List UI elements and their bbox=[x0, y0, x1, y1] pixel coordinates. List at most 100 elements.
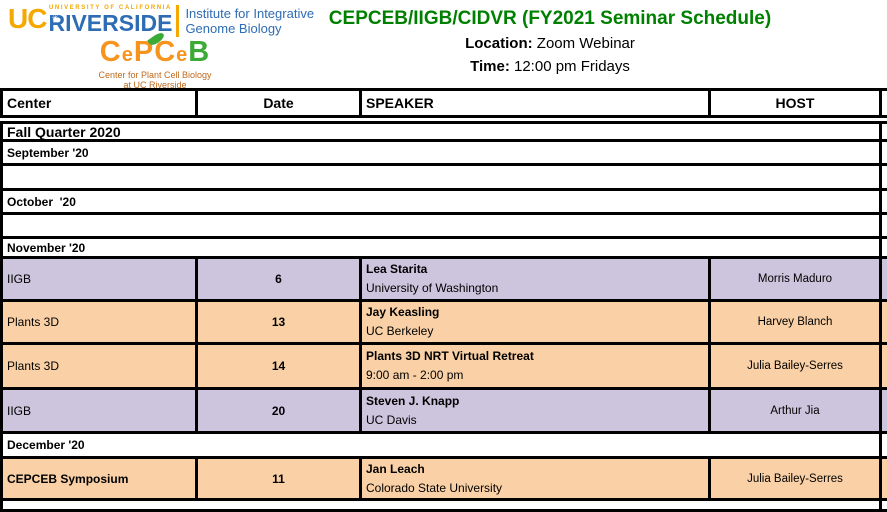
row-right-filler bbox=[882, 259, 887, 299]
host-cell: Morris Maduro bbox=[711, 259, 882, 299]
speaker-affiliation: UC Berkeley bbox=[366, 324, 434, 338]
event-row: IIGB 6 Lea Starita University of Washington… bbox=[0, 256, 887, 302]
event-row: CEPCEB Symposium 11 Jan Leach Colorado Stat… bbox=[0, 456, 887, 501]
cepceb-letters: CePCeB bbox=[60, 36, 250, 70]
month-label: November '20 bbox=[3, 239, 882, 256]
speaker-affiliation: 9:00 am - 2:00 pm bbox=[366, 368, 464, 382]
month-header-row: December '20 bbox=[0, 431, 887, 459]
location-label: Location: bbox=[465, 35, 533, 52]
center-cell: Plants 3D bbox=[3, 302, 198, 342]
row-right-filler bbox=[882, 345, 887, 387]
month-header-row: November '20 bbox=[0, 236, 887, 259]
ucr-uc-text: UC bbox=[8, 3, 47, 34]
institute-line2: Genome Biology bbox=[185, 21, 282, 36]
cepceb-letter: C bbox=[99, 36, 122, 68]
institute-name: Institute for Integrative Genome Biology bbox=[185, 5, 314, 36]
speaker-cell: Plants 3D NRT Virtual Retreat 9:00 am - 2… bbox=[362, 345, 711, 387]
speaker-affiliation: University of Washington bbox=[366, 281, 499, 295]
time-line: Time: 12:00 pm Fridays bbox=[230, 55, 870, 78]
time-label: Time: bbox=[470, 58, 510, 75]
speaker-name: Jan Leach bbox=[366, 461, 425, 476]
location-value: Zoom Webinar bbox=[536, 35, 635, 52]
speaker-affiliation: UC Davis bbox=[366, 412, 417, 427]
empty-row bbox=[0, 163, 887, 191]
row-right-filler bbox=[882, 434, 887, 456]
speaker-name: Plants 3D NRT Virtual Retreat bbox=[366, 349, 534, 363]
schedule-table: Center Date SPEAKER HOST Fall Quarter 20… bbox=[0, 88, 887, 512]
month-header-row: September '20 bbox=[0, 139, 887, 166]
cepceb-letter: P bbox=[133, 36, 155, 68]
brand-block: UC UNIVERSITY OF CALIFORNIA RIVERSIDE ✳ … bbox=[8, 5, 314, 91]
page-title: CEPCEB/IIGB/CIDVR (FY2021 Seminar Schedu… bbox=[328, 8, 772, 29]
quarter-label: Fall Quarter 2020 bbox=[3, 124, 882, 140]
month-label: December '20 bbox=[3, 434, 882, 456]
quarter-header-row: Fall Quarter 2020 bbox=[0, 121, 887, 142]
page-header: UC UNIVERSITY OF CALIFORNIA RIVERSIDE ✳ … bbox=[0, 0, 887, 91]
institute-line1: Institute for Integrative bbox=[185, 6, 315, 21]
speaker-name: Lea Starita bbox=[366, 262, 428, 276]
row-right-filler bbox=[882, 191, 887, 212]
date-cell: 13 bbox=[198, 302, 362, 342]
cepceb-subtitle-line2: at UC Riverside bbox=[123, 80, 187, 90]
speaker-affiliation: Colorado State University bbox=[366, 480, 503, 495]
empty-cell bbox=[3, 215, 882, 236]
host-cell: Arthur Jia bbox=[711, 390, 882, 431]
cepceb-letter: e bbox=[176, 44, 189, 66]
month-label: September '20 bbox=[3, 142, 882, 163]
ucr-logo: UC UNIVERSITY OF CALIFORNIA RIVERSIDE ✳ … bbox=[8, 5, 314, 37]
host-cell: Julia Bailey-Serres bbox=[711, 345, 882, 387]
cepceb-subtitle-line1: Center for Plant Cell Biology bbox=[98, 70, 212, 80]
row-right-filler bbox=[882, 166, 887, 188]
row-right-filler bbox=[882, 390, 887, 431]
row-right-filler bbox=[882, 239, 887, 256]
row-right-filler bbox=[882, 501, 887, 509]
speaker-name: Steven J. Knapp bbox=[366, 393, 460, 408]
date-cell: 14 bbox=[198, 345, 362, 387]
university-of-california-text: UNIVERSITY OF CALIFORNIA bbox=[48, 5, 172, 11]
empty-row bbox=[0, 212, 887, 239]
empty-cell bbox=[3, 166, 882, 188]
center-cell: IIGB bbox=[3, 390, 198, 431]
cepceb-logo: CePCeB Center for Plant Cell Biology at … bbox=[60, 30, 250, 90]
center-cell: CEPCEB Symposium bbox=[3, 459, 198, 498]
date-cell: 6 bbox=[198, 259, 362, 299]
table-body: September '20 October '20 November '20 IIGB… bbox=[0, 139, 887, 512]
host-cell: Julia Bailey-Serres bbox=[711, 459, 882, 498]
center-cell: Plants 3D bbox=[3, 345, 198, 387]
column-header-speaker: SPEAKER bbox=[362, 91, 711, 115]
row-right-filler bbox=[882, 124, 887, 139]
event-row: Plants 3D 14 Plants 3D NRT Virtual Retreat… bbox=[0, 342, 887, 390]
month-label: October '20 bbox=[3, 191, 882, 212]
title-block: CEPCEB/IIGB/CIDVR (FY2021 Seminar Schedu… bbox=[230, 6, 870, 78]
time-value: 12:00 pm Fridays bbox=[514, 58, 630, 75]
row-right-filler bbox=[882, 91, 887, 115]
date-cell: 11 bbox=[198, 459, 362, 498]
location-line: Location: Zoom Webinar bbox=[230, 32, 870, 55]
column-header-center: Center bbox=[3, 91, 198, 115]
host-cell: Harvey Blanch bbox=[711, 302, 882, 342]
speaker-name: Jay Keasling bbox=[366, 305, 440, 319]
cepceb-letter: B bbox=[188, 36, 211, 68]
ucr-riverside-block: UNIVERSITY OF CALIFORNIA RIVERSIDE ✳ bbox=[48, 5, 172, 36]
row-right-filler bbox=[882, 215, 887, 236]
starburst-icon: ✳ bbox=[51, 13, 59, 23]
speaker-cell: Jay Keasling UC Berkeley bbox=[362, 302, 711, 342]
row-right-filler bbox=[882, 302, 887, 342]
speaker-cell: Jan Leach Colorado State University bbox=[362, 459, 711, 498]
column-header-host: HOST bbox=[711, 91, 882, 115]
month-header-row: October '20 bbox=[0, 188, 887, 215]
row-right-filler bbox=[882, 142, 887, 163]
date-cell: 20 bbox=[198, 390, 362, 431]
cepceb-letter: e bbox=[121, 44, 134, 66]
column-header-date: Date bbox=[198, 91, 362, 115]
speaker-cell: Steven J. Knapp UC Davis bbox=[362, 390, 711, 431]
event-row: IIGB 20 Steven J. Knapp UC Davis Arthur Jia bbox=[0, 387, 887, 434]
table-header-row: Center Date SPEAKER HOST bbox=[0, 88, 887, 118]
ucr-riverside-text: RIVERSIDE bbox=[48, 10, 173, 36]
row-right-filler bbox=[882, 459, 887, 498]
logo-divider bbox=[176, 5, 180, 37]
empty-cell bbox=[3, 501, 882, 509]
center-cell: IIGB bbox=[3, 259, 198, 299]
cepceb-letter: C bbox=[154, 36, 177, 68]
event-row: Plants 3D 13 Jay Keasling UC Berkeley Harvey… bbox=[0, 299, 887, 345]
